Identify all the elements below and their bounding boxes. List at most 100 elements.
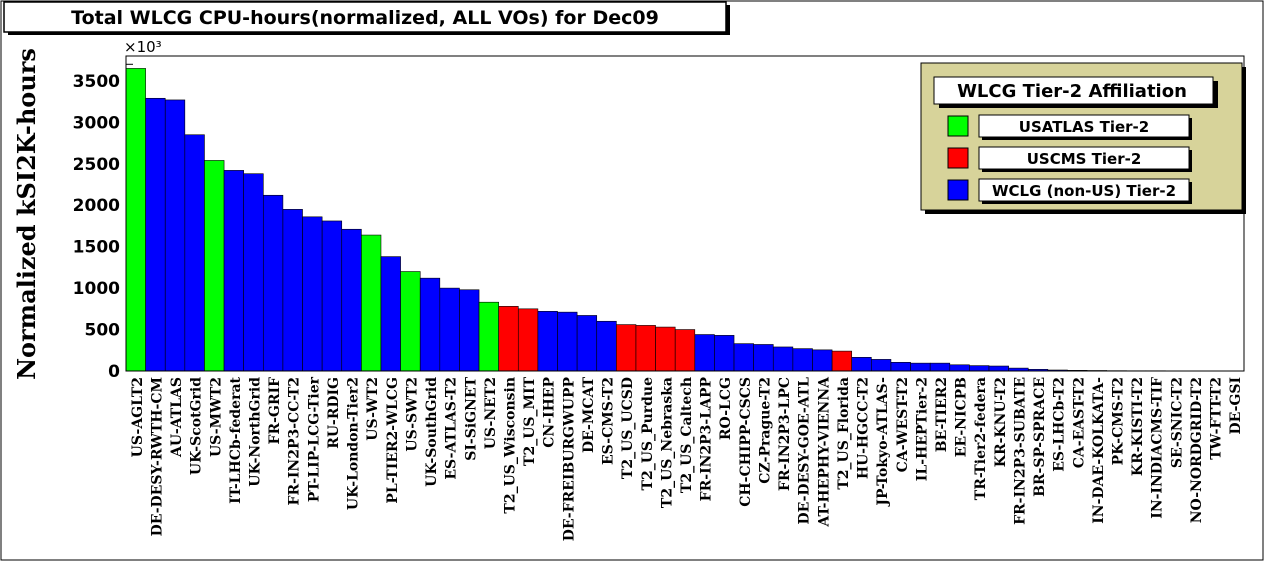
legend-swatch [948, 148, 968, 168]
x-tick-label: UK-ScotGrid [189, 377, 205, 475]
bar [146, 98, 166, 371]
bar [616, 325, 636, 371]
x-tick-label: CA-WEST-T2 [895, 377, 911, 472]
chart-title-box: Total WLCG CPU-hours(normalized, ALL VOs… [4, 2, 730, 35]
x-tick-label: DE-GSI [1228, 377, 1244, 435]
x-tick-label: EE-NICPB [954, 377, 970, 457]
legend-swatch [948, 180, 968, 200]
x-tick-label: IL-HEPTier-2 [914, 377, 930, 481]
x-tick-label: US-MWT2 [208, 377, 224, 457]
x-tick-label: T2_US_Florida [836, 377, 852, 490]
x-tick-label: SE-SNIC-T2 [1169, 377, 1185, 468]
x-tick-label: IN-INDIACMS-TIF [1150, 377, 1166, 519]
x-tick-label: T2_US_MIT [522, 376, 538, 466]
bar [499, 306, 519, 371]
bar [361, 235, 381, 371]
bar [420, 278, 440, 371]
bar [656, 327, 676, 371]
x-tick-label: PT-LIP-LCG-Tier [306, 376, 322, 502]
x-tick-label: ES-ATLAS-T2 [444, 377, 460, 480]
x-tick-label: JP-Tokyo-ATLAS- [875, 377, 891, 508]
x-tick-label: T2_US_Caltech [679, 377, 695, 493]
bar [695, 335, 715, 371]
bar [832, 351, 852, 371]
x-tick-label: US-SWT2 [404, 377, 420, 452]
bar [714, 335, 734, 371]
y-tick-label: 1000 [73, 279, 120, 299]
bar [303, 217, 323, 371]
x-tick-label: AU-ATLAS [169, 377, 185, 458]
bar [440, 288, 460, 371]
bar [342, 229, 362, 371]
x-tick-label: DE-DESY-GOE-ATL [797, 377, 813, 525]
bar [950, 365, 970, 371]
bar [204, 160, 224, 371]
bar [675, 330, 695, 371]
bar [518, 309, 538, 371]
x-tick-label: CN-IHEP [542, 377, 558, 448]
legend-label: WCLG (non-US) Tier-2 [992, 182, 1176, 200]
x-tick-label: UK-SouthGrid [424, 377, 440, 487]
bar [969, 366, 989, 371]
x-tick-label: FR-IN2P3-SUBATE [1012, 377, 1028, 525]
legend-entries: USATLAS Tier-2 USCMS Tier-2 WCLG (non-US) … [948, 115, 1192, 204]
bar [754, 344, 774, 371]
legend: WLCG Tier-2 Affiliation USATLAS Tier-2US… [921, 63, 1246, 214]
x-tick-label: PL-TIER2-WLCG [385, 377, 401, 504]
x-tick-label: NO-NORDGRID-T2 [1189, 377, 1205, 523]
bar [126, 68, 146, 371]
bar [852, 357, 872, 371]
x-tick-label: US-WT2 [365, 377, 381, 441]
x-tick-label: RO-LCG [718, 377, 734, 440]
bar [911, 363, 931, 371]
x-tick-label: RU-RDIG [326, 377, 342, 449]
bar [538, 311, 558, 371]
y-tick-label: 2000 [73, 196, 120, 216]
bar [165, 100, 185, 371]
x-tick-label: KR-KISTI-T2 [1130, 377, 1146, 476]
y-tick-label: 2500 [73, 155, 120, 175]
x-tick-label: T2_US_Purdue [640, 377, 656, 491]
x-tick-label: FR-IN2P3-LPC [777, 377, 793, 491]
y-exponent-label: ×10³ [124, 38, 162, 56]
x-tick-label: FR-IN2P3-LAPP [699, 377, 715, 502]
bar [381, 257, 401, 371]
bar [930, 363, 950, 371]
x-tick-label: US-NET2 [483, 377, 499, 449]
bar [577, 315, 597, 371]
x-tick-label: UK-London-Tier2 [346, 377, 362, 510]
x-tick-label: T2_US_Wisconsin [502, 377, 518, 514]
x-tick-label: HU-HGCC-T2 [856, 377, 872, 479]
chart-title: Total WLCG CPU-hours(normalized, ALL VOs… [71, 7, 659, 29]
legend-swatch [948, 116, 968, 136]
x-tick-label: PK-CMS-T2 [1111, 377, 1127, 465]
bar [459, 290, 479, 371]
x-tick-label: US-AGLT2 [130, 377, 146, 457]
bar [322, 221, 342, 371]
x-tick-label: T2_US_UCSD [620, 377, 636, 479]
bar [558, 312, 578, 371]
bar [812, 350, 832, 371]
x-tick-label: FR-IN2P3-CC-T2 [287, 377, 303, 506]
x-tick-label: TW-FTT-T2 [1209, 377, 1225, 460]
x-tick-label: CA-EAST-T2 [1071, 377, 1087, 468]
y-tick-label: 0 [108, 362, 120, 382]
x-tick-label: DE-DESY-RWTH-CM [149, 377, 165, 536]
legend-title: WLCG Tier-2 Affiliation [957, 81, 1187, 102]
x-tick-label: IN-DAE-KOLKATA- [1091, 377, 1107, 524]
x-tick-label: KR-KNU-T2 [993, 377, 1009, 467]
legend-label: USCMS Tier-2 [1027, 150, 1142, 168]
bar [263, 195, 283, 371]
x-tick-label: UK-NorthGrid [247, 377, 263, 487]
bar [636, 325, 656, 371]
x-tick-label: T2_US_Nebraska [659, 377, 675, 508]
x-tick-label: TR-Tier2-federa [973, 377, 989, 500]
bar [793, 349, 813, 371]
x-tick-label: BR-SP-SPRACE [1032, 377, 1048, 497]
x-tick-label: CH-CHIPP-CSCS [738, 377, 754, 507]
legend-label: USATLAS Tier-2 [1019, 118, 1149, 136]
bar [244, 174, 264, 371]
y-tick-label: 3500 [73, 72, 120, 92]
bar [224, 170, 244, 371]
